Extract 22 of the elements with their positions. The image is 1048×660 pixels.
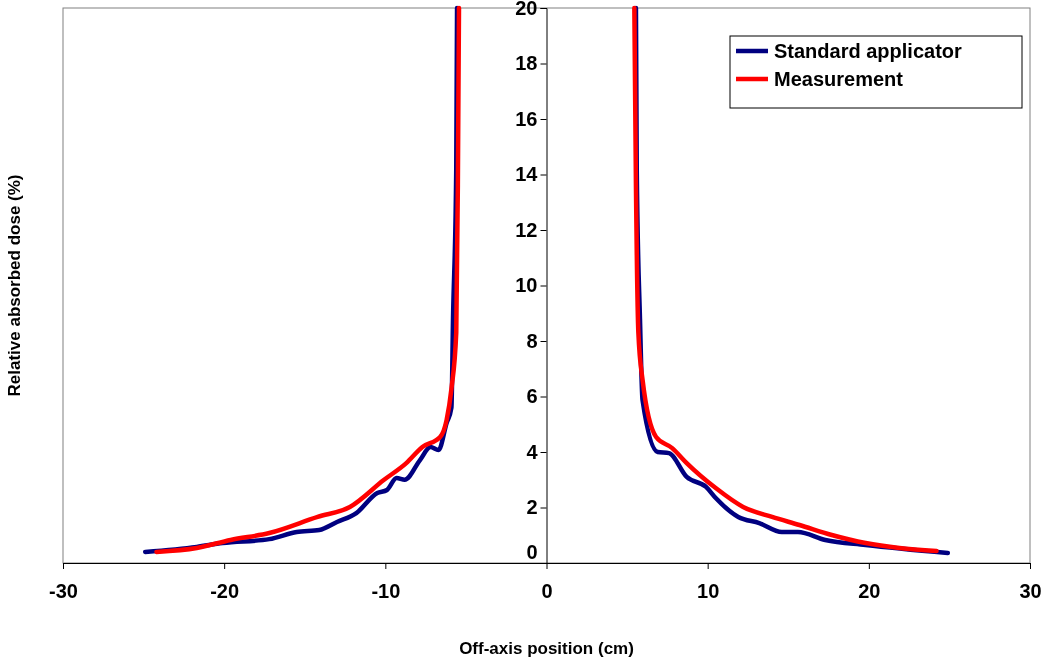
x-axis-title: Off-axis position (cm) bbox=[459, 639, 634, 658]
x-tick-label: 0 bbox=[541, 580, 553, 602]
y-tick-label: 6 bbox=[526, 385, 538, 408]
y-tick-label: 8 bbox=[526, 329, 538, 352]
x-tick-label: 10 bbox=[697, 580, 720, 602]
y-tick-label: 0 bbox=[526, 540, 538, 563]
y-tick-label: 16 bbox=[515, 107, 538, 130]
y-tick-label: 12 bbox=[515, 218, 538, 241]
y-tick-label: 4 bbox=[526, 440, 539, 463]
y-tick-label: 2 bbox=[526, 496, 538, 519]
x-tick-label: -30 bbox=[49, 580, 78, 602]
y-tick-label: 14 bbox=[515, 163, 539, 186]
x-tick-label: 30 bbox=[1019, 580, 1042, 602]
x-tick-label: 20 bbox=[858, 580, 881, 602]
y-axis-title: Relative absorbed dose (%) bbox=[5, 174, 24, 397]
y-tick-label: 20 bbox=[515, 0, 538, 19]
x-tick-label: -10 bbox=[371, 580, 401, 602]
legend-label: Standard applicator bbox=[774, 40, 963, 62]
x-tick-label: -20 bbox=[210, 580, 240, 602]
y-tick-label: 18 bbox=[515, 52, 538, 75]
y-tick-label: 10 bbox=[515, 274, 538, 297]
legend-label: Measurement bbox=[774, 68, 904, 90]
